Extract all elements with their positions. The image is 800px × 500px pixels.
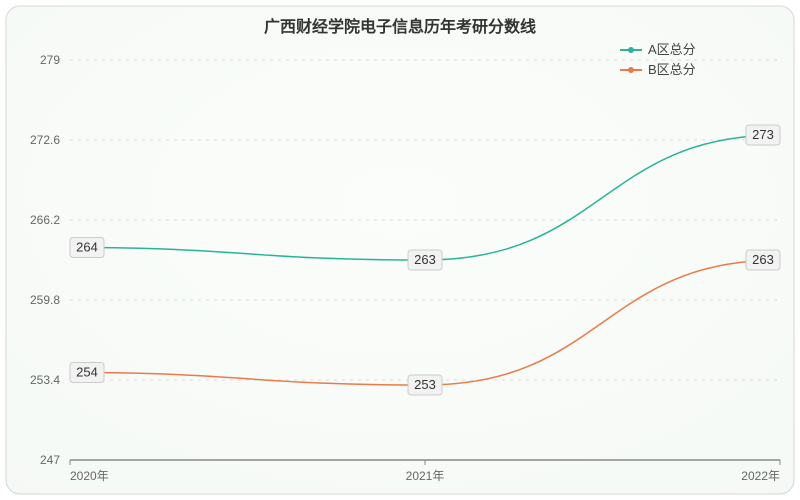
plot-background: [6, 6, 794, 494]
y-axis-label: 247: [40, 453, 60, 467]
legend-marker-1: [628, 67, 634, 73]
y-axis-label: 253.4: [30, 373, 60, 387]
y-axis-label: 259.8: [30, 293, 60, 307]
data-label: 263: [752, 252, 774, 267]
data-label: 254: [76, 365, 98, 380]
legend-label-1: B区总分: [648, 62, 696, 77]
data-label: 263: [414, 252, 436, 267]
legend-marker-0: [628, 47, 634, 53]
legend-label-0: A区总分: [648, 42, 696, 57]
line-chart: 247 253.4 259.8 266.2 272.6 279 2020年 2021年 2022…: [0, 0, 800, 500]
y-axis-label: 266.2: [30, 213, 60, 227]
data-label: 253: [414, 377, 436, 392]
y-axis-label: 272.6: [30, 133, 60, 147]
y-axis-label: 279: [40, 53, 60, 67]
chart-title: 广西财经学院电子信息历年考研分数线: [264, 17, 536, 36]
data-label: 264: [76, 240, 98, 255]
x-axis-label: 2022年: [741, 469, 780, 483]
chart-container: 247 253.4 259.8 266.2 272.6 279 2020年 2021年 2022…: [0, 0, 800, 500]
x-axis-label: 2021年: [406, 469, 445, 483]
data-label: 273: [752, 127, 774, 142]
x-axis-label: 2020年: [70, 469, 109, 483]
